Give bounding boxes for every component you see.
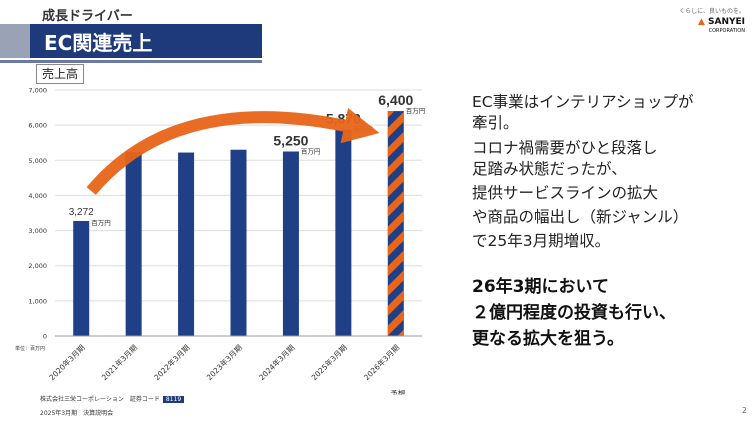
bar [230, 149, 247, 336]
bar [125, 152, 142, 336]
data-unit-label: 百万円 [353, 126, 373, 134]
data-label: 3,272 [69, 207, 94, 218]
x-tick-label: 2021年3月期 [99, 342, 139, 382]
chart-title: 売上高 [36, 64, 84, 84]
emphasis-line: ２億円程度の投資も行い、 [472, 303, 676, 323]
y-tick-label: 3,000 [28, 227, 47, 235]
page-number: 2 [741, 406, 747, 415]
side-text-line: 足踏み状態だったが、 [472, 160, 627, 178]
side-text-line: EC事業はインテリアショップが [472, 93, 694, 111]
growth-arrow [86, 107, 380, 195]
y-tick-label: 1,000 [28, 297, 47, 305]
logo-brand: ▲ SANYEI [698, 18, 745, 27]
side-text-line: 牽引。 [472, 114, 519, 132]
x-tick-label: 2026年3月期 [361, 342, 401, 382]
y-tick-label: 2,000 [28, 262, 47, 270]
logo-brand-sub: CORPORATION [708, 28, 745, 34]
x-tick-label: 2020年3月期 [47, 342, 87, 382]
bar [335, 129, 352, 336]
logo-tagline: くらしに、良いものを。 [679, 8, 745, 15]
unit-note: 単位：百万円 [15, 346, 46, 352]
title-underline [0, 60, 262, 63]
y-tick-label: 6,000 [28, 122, 47, 130]
x-tick-label: 2025年3月期 [309, 342, 349, 382]
forecast-label: 予想 [390, 388, 405, 395]
y-tick-label: 7,000 [28, 87, 47, 95]
bar [282, 151, 299, 336]
side-text-line: や商品の幅出し（新ジャンル） [472, 208, 689, 226]
side-text-line: コロナ禍需要がひと段落し [472, 139, 658, 157]
data-unit-label: 百万円 [406, 107, 426, 115]
stock-code-badge: 8119 [162, 396, 185, 403]
y-tick-label: 4,000 [28, 192, 47, 200]
side-text-line: で25年3月期増収。 [472, 232, 611, 250]
event-name: 2025年3月期 決算説明会 [40, 410, 114, 417]
x-tick-label: 2023年3月期 [204, 342, 244, 382]
logo-mark-icon: ▲ [697, 17, 705, 27]
bar-chart: 0 1,000 2,000 3,000 4,000 5,000 6,000 7,000 3,27… [28, 87, 426, 396]
forecast-bar-stripe [387, 111, 404, 336]
y-tick-label: 0 [43, 333, 47, 341]
logo-brand-text: SANYEI [708, 17, 745, 27]
company-line: 株式会社三栄コーポレーション 証券コード 8119 [40, 394, 185, 403]
emphasis-line: 26年3期において [472, 277, 609, 297]
x-tick-label: 2024年3月期 [256, 342, 296, 382]
data-unit-label: 百万円 [91, 219, 111, 227]
data-unit-label: 百万円 [301, 148, 321, 156]
emphasis-line: 更なる拡大を狙う。 [472, 329, 624, 349]
company-name: 株式会社三栄コーポレーション 証券コード [40, 396, 160, 403]
data-label: 5,250 [273, 133, 308, 149]
side-text-line: 提供サービスラインの拡大 [472, 184, 659, 202]
company-logo: くらしに、良いものを。 ▲ SANYEI CORPORATION [675, 6, 745, 42]
y-tick-label: 5,000 [28, 157, 47, 165]
bar [73, 221, 90, 336]
data-label: 6,400 [378, 92, 413, 108]
title-bar-accent [0, 24, 30, 58]
bar [178, 152, 195, 336]
slide-title: EC関連売上 [44, 31, 153, 55]
section-tag: 成長ドライバー [42, 9, 133, 24]
x-tick-label: 2022年3月期 [152, 342, 192, 382]
title-bar [0, 24, 262, 58]
